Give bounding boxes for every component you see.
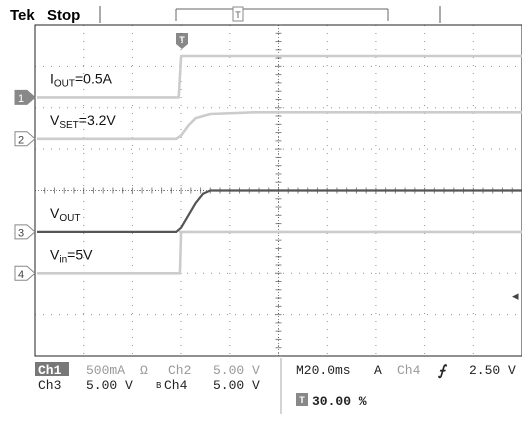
trace-label-iout: IOUT=0.5A bbox=[50, 70, 113, 89]
ch2-readout-scale: 5.00 V bbox=[213, 363, 260, 378]
channel-marker-shape bbox=[14, 265, 36, 281]
channel-marker-shape bbox=[14, 89, 36, 105]
trace-label-subscript: in bbox=[59, 254, 67, 265]
trigger-position-readout: 30.00 % bbox=[312, 394, 367, 409]
ch4-readout-scale: 5.00 V bbox=[213, 378, 260, 393]
traces bbox=[37, 54, 522, 275]
trace-label-main: I bbox=[50, 70, 54, 86]
trace-label-vin: Vin=5V bbox=[50, 246, 93, 265]
ch1-readout-scale: 500mA bbox=[86, 363, 125, 378]
ch2-readout-label: Ch2 bbox=[168, 363, 191, 378]
trace-iout bbox=[37, 54, 522, 99]
trigger-level-readout: 2.50 V bbox=[469, 363, 516, 378]
trace-label-value: =0.5A bbox=[75, 70, 113, 86]
channel-2-marker: 2 bbox=[14, 131, 36, 147]
trace-label-vout: VOUT bbox=[50, 205, 80, 224]
trace-label-subscript: OUT bbox=[54, 78, 75, 89]
trace-label-main: V bbox=[50, 246, 60, 262]
brand-label: Tek bbox=[10, 7, 35, 24]
svg-text:T: T bbox=[179, 35, 185, 45]
trigger-mode-readout: A bbox=[374, 363, 382, 378]
trace-vin bbox=[37, 230, 522, 275]
trigger-position-icon-glyph: T bbox=[299, 395, 305, 405]
record-window-bracket bbox=[175, 8, 389, 21]
channel-marker-shape bbox=[14, 224, 36, 240]
run-status-label: Stop bbox=[47, 7, 80, 24]
svg-text:T: T bbox=[235, 10, 241, 20]
channel-marker-shape bbox=[14, 131, 36, 147]
channel-3-marker: 3 bbox=[14, 224, 36, 240]
ch3-readout-scale: 5.00 V bbox=[86, 378, 133, 393]
ch4-bandwidth-icon: B bbox=[156, 381, 162, 391]
rising-edge-icon: ⨍ bbox=[438, 362, 448, 379]
trace-label-value: =5V bbox=[67, 246, 93, 262]
trigger-position-icon bbox=[296, 393, 308, 406]
trace-label-subscript: SET bbox=[59, 120, 78, 131]
channel-4-marker: 4 bbox=[14, 265, 36, 281]
trace-label-subscript: OUT bbox=[59, 213, 80, 224]
ch3-readout-label: Ch3 bbox=[38, 378, 61, 393]
channel-markers: 1 2 3 4 bbox=[14, 89, 36, 281]
trigger-level-marker: ◂ bbox=[512, 288, 519, 303]
trace-label-vset: VSET=3.2V bbox=[50, 112, 116, 131]
channel-marker-number: 3 bbox=[18, 227, 24, 239]
ch1-readout-label: Ch1 bbox=[38, 363, 62, 378]
trace-label-main: V bbox=[50, 112, 60, 128]
channel-marker-number: 4 bbox=[18, 269, 24, 281]
channel-1-marker: 1 bbox=[14, 89, 36, 105]
trace-vout bbox=[37, 189, 522, 233]
timebase-readout: M20.0ms bbox=[296, 363, 351, 378]
ch1-highlight bbox=[35, 362, 69, 376]
channel-marker-number: 1 bbox=[18, 93, 24, 105]
ch1-readout-unit: Ω bbox=[140, 363, 148, 378]
trigger-source-readout: Ch4 bbox=[397, 363, 421, 378]
trace-vset bbox=[37, 111, 522, 141]
trigger-position-marker: T bbox=[176, 33, 188, 49]
channel-marker-number: 2 bbox=[18, 134, 24, 146]
readout-panel: Ch1 500mA Ω Ch2 5.00 V Ch3 5.00 V B Ch4 … bbox=[35, 358, 516, 414]
trace-label-main: V bbox=[50, 205, 60, 221]
trace-label-value: =3.2V bbox=[79, 112, 117, 128]
ch4-readout-label: Ch4 bbox=[164, 378, 188, 393]
record-trigger-icon: T bbox=[232, 6, 244, 22]
